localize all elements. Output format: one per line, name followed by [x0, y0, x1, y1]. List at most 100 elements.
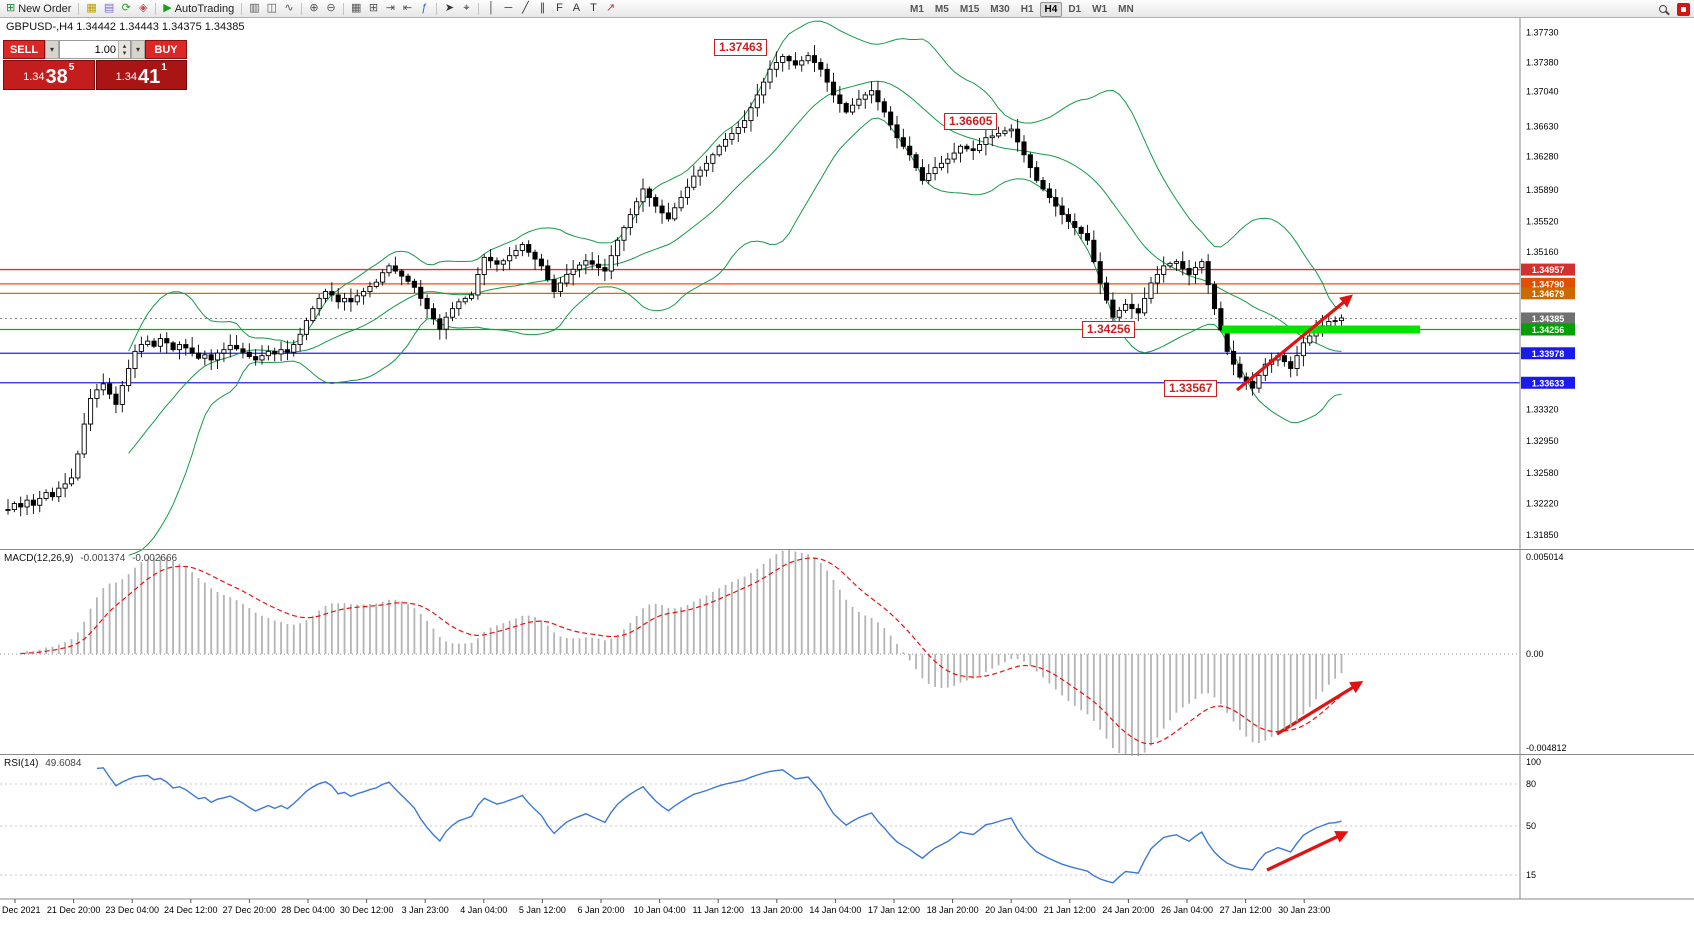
spinner-up-icon[interactable]: ▴ — [122, 42, 127, 50]
cursor-icon[interactable]: ➤ — [441, 1, 457, 17]
chart-window: 1.37730 1.37380 1.37040 1.36630 1.36280 1.358… — [0, 18, 1694, 934]
price-axis-label: 1.32220 — [1526, 499, 1559, 509]
macd-pane[interactable] — [0, 550, 1520, 757]
alerts-icon[interactable]: ◈ — [135, 1, 151, 17]
sell-price[interactable]: 1.34 38 5 — [3, 60, 95, 90]
trendline-icon[interactable]: ╱ — [517, 1, 533, 17]
fibonacci-icon[interactable]: F — [551, 1, 567, 17]
app-badge-icon[interactable] — [1677, 2, 1690, 16]
timeframe-m1[interactable]: M1 — [910, 3, 924, 15]
trend-arrow-rsi[interactable] — [1266, 831, 1349, 872]
tile-windows-icon[interactable]: ▦ — [348, 1, 364, 17]
new-order-button-label: New Order — [18, 2, 72, 15]
autotrading-button[interactable]: ▶ AutoTrading — [160, 1, 237, 17]
autotrading-button-icon: ▶ — [163, 2, 172, 14]
timeframe-w1[interactable]: W1 — [1092, 3, 1108, 15]
indicators-icon[interactable]: ƒ — [416, 1, 432, 17]
time-axis-label: 6 Jan 20:00 — [577, 905, 624, 915]
timeframe-mn[interactable]: MN — [1118, 3, 1134, 15]
auto-scroll-icon[interactable]: ⇥ — [382, 1, 398, 17]
timeframe-d1[interactable]: D1 — [1068, 3, 1082, 15]
price-callout[interactable]: 1.34256 — [1082, 321, 1136, 338]
price-axis-label: 1.35890 — [1526, 185, 1559, 195]
volume-spinner[interactable]: ▴ ▾ — [118, 41, 130, 58]
macd-signal-value: -0.002666 — [132, 553, 178, 564]
horizontal-line-icon: ─ — [504, 2, 513, 14]
spinner-down-icon[interactable]: ▾ — [122, 49, 127, 57]
timeframe-m15[interactable]: M15 — [959, 3, 980, 15]
vertical-line-icon[interactable]: │ — [483, 1, 499, 17]
arrows-tool-icon[interactable]: ↗ — [602, 1, 618, 17]
bar-chart-icon[interactable]: ▥ — [246, 1, 262, 17]
search-icon — [1659, 5, 1667, 13]
volume-input[interactable] — [60, 41, 118, 58]
timeframe-h1[interactable]: H1 — [1020, 3, 1034, 15]
timeframe-h4[interactable]: H4 — [1039, 1, 1063, 17]
horizontal-line-icon[interactable]: ─ — [500, 1, 516, 17]
rsi-pane[interactable] — [0, 767, 1520, 884]
channel-icon: ∥ — [539, 2, 546, 14]
sell-button[interactable]: SELL — [3, 40, 45, 59]
refresh-icon: ⟳ — [121, 2, 131, 14]
price-axis-label: 1.37730 — [1526, 28, 1559, 38]
chart-shift-icon[interactable]: ⇤ — [399, 1, 415, 17]
buy-price[interactable]: 1.34 41 1 — [95, 60, 187, 90]
tile-windows-icon: ▦ — [351, 2, 362, 14]
line-chart-icon[interactable]: ∿ — [281, 1, 297, 17]
vertical-line-icon: │ — [488, 2, 495, 14]
trend-arrow-main[interactable] — [1235, 294, 1353, 392]
support-zone-rectangle[interactable] — [1222, 325, 1420, 334]
time-axis-label: 24 Dec 12:00 — [164, 905, 218, 915]
time-axis-label: 20 Jan 04:00 — [985, 905, 1037, 915]
zoom-out-icon[interactable]: ⊖ — [323, 1, 339, 17]
new-chart-icon[interactable]: ⊞ — [365, 1, 381, 17]
macd-axis-zero: 0.00 — [1526, 649, 1544, 659]
one-click-trading-panel: SELL ▾ ▴ ▾ ▾ BUY 1.34 38 5 — [3, 40, 187, 90]
candles-layer[interactable] — [5, 45, 1345, 517]
horizontal-lines-layer[interactable] — [0, 268, 1520, 384]
new-chart-icon: ⊞ — [368, 2, 379, 14]
time-axis-label: 5 Jan 12:00 — [519, 905, 566, 915]
price-callout[interactable]: 1.33567 — [1164, 380, 1218, 397]
price-tag-label: 1.34790 — [1532, 279, 1565, 289]
price-axis-label: 1.35160 — [1526, 247, 1559, 257]
profiles-icon[interactable]: ▤ — [101, 1, 117, 17]
charts-toggle-icon[interactable]: ▦ — [83, 1, 99, 17]
price-tag-label: 1.33978 — [1532, 349, 1565, 359]
price-callout[interactable]: 1.37463 — [714, 39, 768, 56]
indicators-icon: ƒ — [421, 2, 428, 14]
new-order-button[interactable]: ⊞ New Order — [3, 1, 74, 17]
candlestick-chart-icon[interactable]: ◫ — [264, 1, 280, 17]
price-tag — [1521, 376, 1575, 389]
price-callout[interactable]: 1.36605 — [944, 113, 998, 130]
buy-button[interactable]: BUY — [145, 40, 187, 59]
text-icon[interactable]: A — [568, 1, 584, 17]
toolbar: ⊞ New Order ▦ ▤ ⟳ ◈ ▶ AutoTrading ▥ ◫ ∿ ⊕ ⊖ ▦ ⊞ ⇥ ⇤ ƒ ➤ ⌖ │ ─… — [0, 0, 1694, 18]
price-tag — [1521, 287, 1575, 300]
refresh-icon[interactable]: ⟳ — [118, 1, 134, 17]
buy-options-dropdown[interactable]: ▾ — [131, 40, 145, 59]
arrows-tool-icon: ↗ — [605, 2, 616, 14]
timeframe-m30[interactable]: M30 — [990, 3, 1010, 15]
macd-signal-line — [20, 557, 1342, 745]
price-tag-label: 1.34256 — [1532, 325, 1565, 335]
bollinger-bands-layer — [128, 20, 1342, 556]
channel-icon[interactable]: ∥ — [534, 1, 550, 17]
price-tag — [1521, 347, 1575, 360]
chart-shift-icon: ⇤ — [402, 2, 413, 14]
volume-field: ▴ ▾ — [59, 40, 131, 59]
time-axis-label: 18 Jan 20:00 — [927, 905, 979, 915]
timeframe-m5[interactable]: M5 — [934, 3, 949, 15]
cursor-icon: ➤ — [444, 2, 455, 14]
time-axis-label: 21 Dec 20:00 — [47, 905, 101, 915]
price-axis-label: 1.37040 — [1526, 87, 1559, 97]
crosshair-icon[interactable]: ⌖ — [458, 1, 474, 17]
sell-options-dropdown[interactable]: ▾ — [45, 40, 59, 59]
price-axis-label: 1.32950 — [1526, 436, 1559, 446]
search-button[interactable] — [1655, 1, 1671, 17]
line-chart-icon: ∿ — [284, 2, 294, 14]
zoom-in-icon[interactable]: ⊕ — [306, 1, 322, 17]
label-icon[interactable]: T — [585, 1, 601, 17]
chart-canvas[interactable]: 1.37730 1.37380 1.37040 1.36630 1.36280 1.358… — [0, 18, 1694, 934]
price-tag — [1521, 323, 1575, 336]
